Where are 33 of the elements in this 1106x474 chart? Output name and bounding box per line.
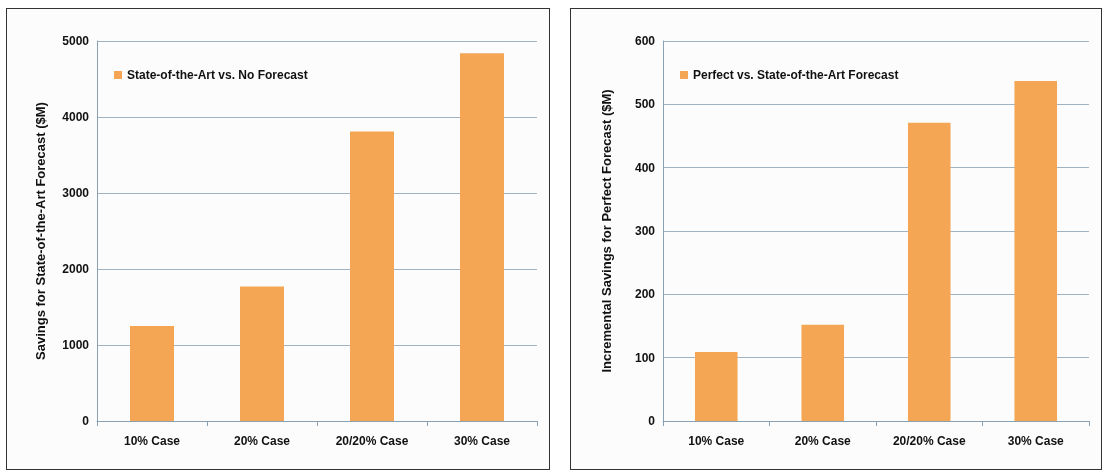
y-tick-label: 4000 bbox=[62, 110, 90, 124]
bar bbox=[1014, 80, 1058, 421]
y-tick-label: 2000 bbox=[62, 262, 90, 276]
y-tick-label: 300 bbox=[634, 224, 656, 238]
y-tick-label: 400 bbox=[634, 160, 656, 175]
y-axis-title: Savings for State-of-the-Art Forecast ($M) bbox=[33, 102, 48, 360]
y-tick-label: 100 bbox=[634, 350, 656, 365]
x-tick-label: 20% Case bbox=[794, 434, 852, 448]
y-axis-title: Incremental Savings for Perfect Forecast ($M) bbox=[599, 89, 614, 373]
x-tick-label: 30% Case bbox=[1007, 434, 1065, 448]
y-tick-label: 3000 bbox=[62, 186, 90, 200]
y-tick-label: 0 bbox=[82, 414, 90, 428]
x-tick-label: 20/20% Case bbox=[892, 434, 966, 448]
y-tick-label: 600 bbox=[634, 34, 656, 48]
y-tick-label: 1000 bbox=[62, 338, 90, 352]
bar bbox=[460, 53, 504, 421]
legend-label: Perfect vs. State-of-the-Art Forecast bbox=[693, 68, 899, 82]
y-tick-label: 5000 bbox=[62, 34, 90, 48]
y-tick-label: 500 bbox=[634, 97, 656, 112]
y-tick-label: 0 bbox=[648, 414, 656, 428]
x-tick-label: 30% Case bbox=[453, 434, 511, 448]
x-tick-label: 20/20% Case bbox=[335, 434, 409, 448]
x-tick-label: 20% Case bbox=[233, 434, 291, 448]
bar bbox=[350, 131, 394, 421]
bar bbox=[240, 286, 284, 421]
bar bbox=[907, 122, 951, 421]
bar bbox=[694, 351, 738, 421]
x-tick-label: 10% Case bbox=[688, 434, 745, 448]
legend-label: State-of-the-Art vs. No Forecast bbox=[127, 68, 308, 82]
bar bbox=[130, 326, 174, 421]
y-tick-label: 200 bbox=[634, 287, 656, 302]
x-tick-label: 10% Case bbox=[123, 434, 181, 448]
bar bbox=[801, 324, 845, 421]
